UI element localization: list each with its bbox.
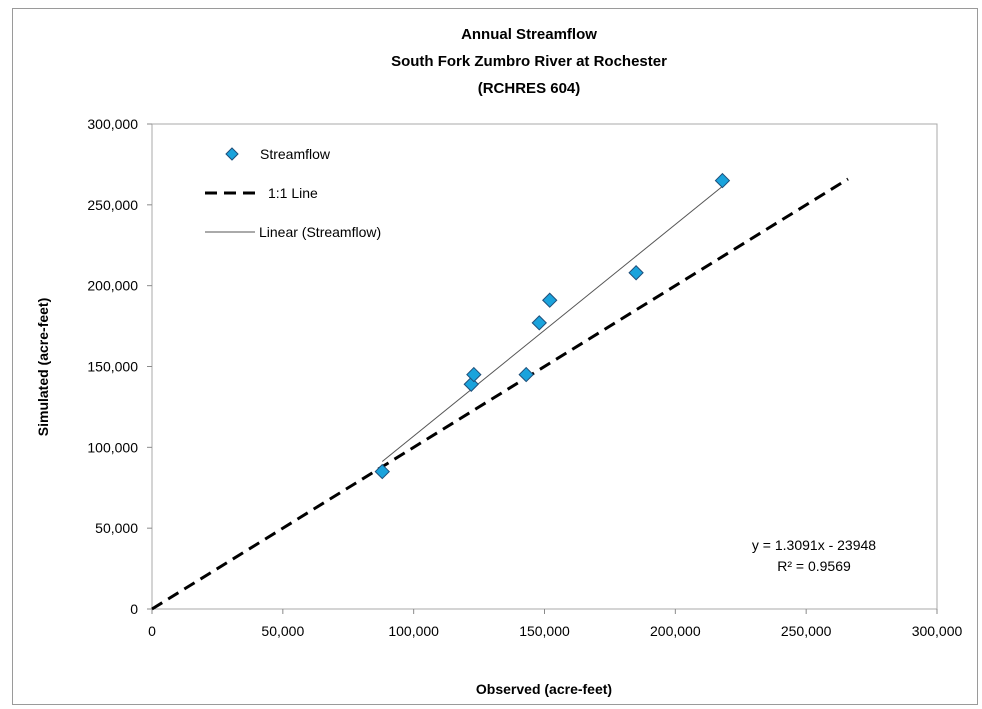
x-tick-label: 50,000 (261, 623, 304, 639)
trendline-r-squared-text: R² = 0.9569 (777, 558, 851, 574)
x-tick-label: 250,000 (781, 623, 832, 639)
trendline-equation-text: y = 1.3091x - 23948 (752, 537, 876, 553)
series-points (374, 172, 731, 480)
legend-label-linear-streamflow: Linear (Streamflow) (259, 224, 381, 240)
legend-label-one-to-one: 1:1 Line (268, 185, 318, 201)
x-tick-label: 150,000 (519, 623, 570, 639)
legend-label-streamflow: Streamflow (260, 146, 331, 162)
y-axis-title: Simulated (acre-feet) (35, 298, 51, 436)
legend-marker-streamflow (225, 147, 239, 161)
streamflow-point (542, 292, 558, 308)
axis-ticks (147, 123, 938, 614)
chart-title-line-2: South Fork Zumbro River at Rochester (391, 53, 667, 70)
linear-trendline (381, 185, 723, 462)
x-tick-label: 300,000 (912, 623, 963, 639)
legend: Streamflow 1:1 Line Linear (Streamflow) (205, 146, 381, 240)
y-tick-label: 150,000 (87, 359, 138, 375)
y-tick-label: 200,000 (87, 278, 138, 294)
y-tick-label: 100,000 (87, 439, 138, 455)
series-lines (151, 177, 849, 611)
x-axis-title: Observed (acre-feet) (476, 681, 612, 697)
x-axis-tick-labels: 0 50,000 100,000 150,000 200,000 250,000 300,0… (148, 623, 962, 639)
chart-title: Annual Streamflow South Fork Zumbro Rive… (391, 26, 667, 97)
streamflow-point (628, 265, 644, 281)
y-tick-label: 50,000 (95, 520, 138, 536)
streamflow-point (714, 172, 731, 189)
streamflow-point (466, 366, 482, 383)
chart-title-line-3: (RCHRES 604) (478, 80, 581, 97)
chart-title-line-1: Annual Streamflow (461, 26, 597, 43)
x-tick-label: 200,000 (650, 623, 701, 639)
x-tick-label: 0 (148, 623, 156, 639)
streamflow-point (531, 315, 547, 331)
streamflow-point (518, 366, 534, 383)
streamflow-point (374, 463, 390, 480)
one-to-one-line (151, 177, 849, 611)
y-axis-tick-labels: 0 50,000 100,000 150,000 200,000 250,000 300,0… (87, 116, 138, 617)
y-tick-label: 0 (130, 601, 138, 617)
y-tick-label: 250,000 (87, 197, 138, 213)
y-tick-label: 300,000 (87, 116, 138, 132)
trendline-equation: y = 1.3091x - 23948 R² = 0.9569 (752, 537, 876, 574)
x-tick-label: 100,000 (388, 623, 439, 639)
